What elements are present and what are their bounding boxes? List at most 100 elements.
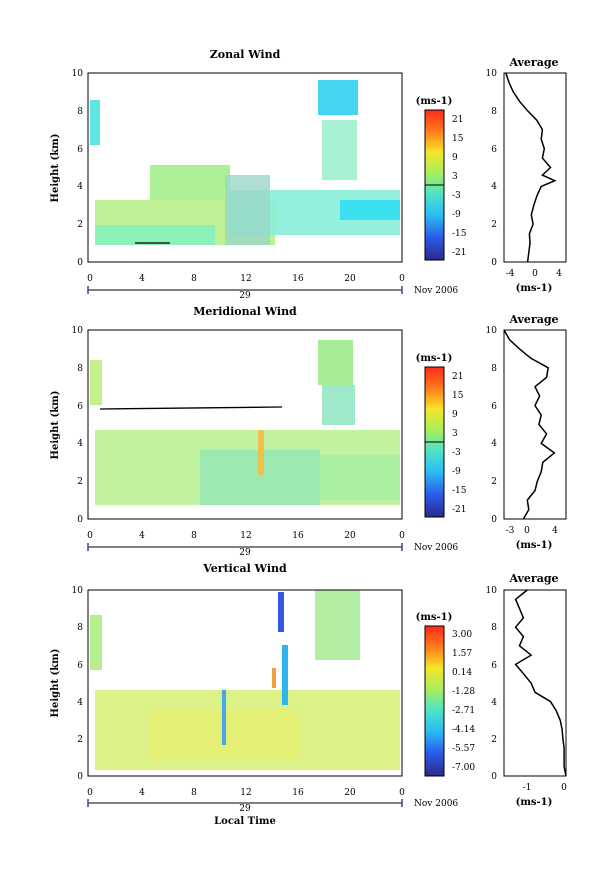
panel-1-average-y-tick: 4: [491, 182, 497, 192]
panel-3-average-y-tick: 6: [491, 661, 497, 671]
panel-2-average-plot: Average 0 2 4 6 8 10 -3 0 4 (ms-1): [486, 313, 567, 551]
panel-1-x-tick-label: 0: [399, 274, 405, 284]
panel-1-patch-upper-right: [318, 80, 358, 115]
panel-3-x-tick-label: 16: [292, 788, 304, 798]
panel-1-title: Zonal Wind: [210, 48, 281, 61]
panel-3-colorbar-label: -4.14: [452, 725, 475, 735]
panel-2-patch-orange-streak: [258, 430, 264, 475]
panel-3-average-x-tick: 0: [561, 783, 567, 793]
panel-3-colorbar-label: -1.28: [452, 687, 475, 697]
panel-3-colorbar-unit: (ms-1): [416, 612, 453, 623]
panel-2-average-x-tick: 0: [524, 526, 530, 536]
panel-1-colorbar-label: 3: [452, 172, 458, 182]
panel-3-patch-blue-streak-lower: [282, 645, 288, 705]
panel-2-average-y-tick: 10: [486, 326, 498, 336]
panel-2-patch-upper-right: [318, 340, 353, 385]
panel-1-y-tick-label: 2: [77, 220, 83, 230]
panel-3-average-x-label: (ms-1): [516, 797, 553, 808]
panel-meridional-wind: Meridional Wind 0 2 4 6 8 10 0 4 8 12 16…: [50, 305, 567, 558]
panel-1-frame: [87, 72, 403, 263]
panel-3-heatmap: [90, 590, 400, 770]
panel-3-average-y-tick: 2: [491, 735, 497, 745]
panel-1-x-tick-label: 20: [344, 274, 356, 284]
panel-2-colorbar: (ms-1) 21 15 9 3 -3 -9 -15 -21: [416, 353, 467, 518]
panel-1-y-tick-label: 10: [72, 69, 84, 79]
panel-3-average-y-tick: 0: [491, 772, 497, 782]
panel-2-colorbar-label: -21: [452, 505, 467, 515]
panel-3-x-tick-label: 0: [399, 788, 405, 798]
panel-3-average-plot: Average 0 2 4 6 8 10 -1 0 (ms-1): [486, 572, 568, 808]
panel-1-colorbar: (ms-1) 21 15 9 3 -3 -9 -15 -21: [416, 96, 467, 261]
panel-3-date-label: 29: [239, 804, 251, 814]
panel-3-average-y-tick: 4: [491, 698, 497, 708]
panel-3-patch-orange-streak: [272, 668, 276, 688]
panel-1-heatmap: [90, 80, 400, 245]
panel-2-colorbar-unit: (ms-1): [416, 353, 453, 364]
panel-1-x-tick-label: 16: [292, 274, 304, 284]
panel-3-x-tick-label: 0: [87, 788, 93, 798]
panel-1-patch-upper-plume: [322, 120, 357, 180]
panel-1-colorbar-label: -9: [452, 210, 461, 220]
panel-2-y-tick-label: 8: [77, 364, 83, 374]
panel-2-x-tick-label: 4: [139, 531, 145, 541]
panel-2-heatmap: [90, 340, 400, 505]
panel-1-patch-upper-left: [90, 100, 100, 145]
panel-1-average-plot: Average 0 2 4 6 8 10 -4 0 4 (ms-1): [486, 56, 567, 294]
panel-1-y-tick-label: 8: [77, 107, 83, 117]
panel-1-x-axis: 0 4 8 12 16 20 0 29 Nov 2006: [87, 274, 458, 301]
panel-1-average-x-tick: 4: [556, 269, 562, 279]
panel-1-average-x-tick: -4: [506, 269, 515, 279]
panel-2-average-frame: [503, 329, 567, 520]
panel-3-y-tick-label: 8: [77, 623, 83, 633]
panel-1-average-y-tick: 10: [486, 69, 498, 79]
panel-1-patch-column: [225, 175, 270, 245]
panel-3-average-y-tick: 10: [486, 586, 498, 596]
panel-3-average-y-tick: 8: [491, 623, 497, 633]
panel-3-colorbar-label: -2.71: [452, 706, 475, 716]
panel-vertical-wind: Vertical Wind 0 2 4 6 8 10 0 4 8 12 16 2…: [50, 562, 567, 827]
panel-3-colorbar-label: 0.14: [452, 668, 472, 678]
panel-2-x-tick-label: 8: [191, 531, 197, 541]
panel-1-patch-strong-cyan: [340, 200, 400, 220]
panel-1-average-y-tick: 6: [491, 145, 497, 155]
panel-2-zero-contour-segment: [99, 406, 283, 410]
panel-2-average-y-tick: 4: [491, 439, 497, 449]
panel-3-patch-upper-left: [90, 615, 102, 670]
panel-2-y-tick-label: 4: [77, 439, 83, 449]
panel-1-average-profile-line: [505, 72, 557, 263]
panel-2-colorbar-label: -9: [452, 467, 461, 477]
panel-2-colorbar-label: 3: [452, 429, 458, 439]
panel-2-average-y-tick: 2: [491, 477, 497, 487]
panel-1-date-label: 29: [239, 291, 251, 301]
panel-1-y-tick-label: 4: [77, 182, 83, 192]
panel-2-title: Meridional Wind: [193, 305, 297, 318]
panel-1-average-frame: [503, 72, 567, 263]
panel-1-month-label: Nov 2006: [414, 286, 458, 296]
panel-1-colorbar-label: 15: [452, 134, 464, 144]
panel-2-y-label: Height (km): [50, 391, 61, 460]
panel-1-y-tick-label: 0: [77, 258, 83, 268]
panel-2-month-label: Nov 2006: [414, 543, 458, 553]
panel-3-patch-blue-streak-left: [222, 690, 226, 745]
panel-2-colorbar-label: 9: [452, 410, 458, 420]
panel-2-y-tick-label: 6: [77, 402, 83, 412]
panel-2-x-axis: 0 4 8 12 16 20 0 29 Nov 2006: [87, 531, 458, 558]
panel-1-average-y-tick: 8: [491, 107, 497, 117]
panel-1-average-x-tick: 0: [532, 269, 538, 279]
panel-3-x-tick-label: 8: [191, 788, 197, 798]
panel-1-patch-lowlevel-cyan: [95, 225, 215, 245]
panel-3-title: Vertical Wind: [202, 562, 287, 575]
panel-2-average-x-label: (ms-1): [516, 540, 553, 551]
panel-2-y-tick-label: 0: [77, 515, 83, 525]
panel-3-average-x-tick: -1: [523, 783, 532, 793]
panel-zonal-wind: Zonal Wind 0 2 4 6 8 10 0 4 8 12 1: [50, 48, 567, 301]
panel-3-y-tick-label: 0: [77, 772, 83, 782]
panel-2-x-tick-label: 12: [240, 531, 251, 541]
panel-2-average-y-tick: 8: [491, 364, 497, 374]
panel-3-x-tick-label: 12: [240, 788, 251, 798]
panel-3-y-label: Height (km): [50, 649, 61, 718]
panel-2-x-tick-label: 16: [292, 531, 304, 541]
panel-1-average-y-tick: 0: [491, 258, 497, 268]
panel-3-colorbar-label: -7.00: [452, 763, 475, 773]
